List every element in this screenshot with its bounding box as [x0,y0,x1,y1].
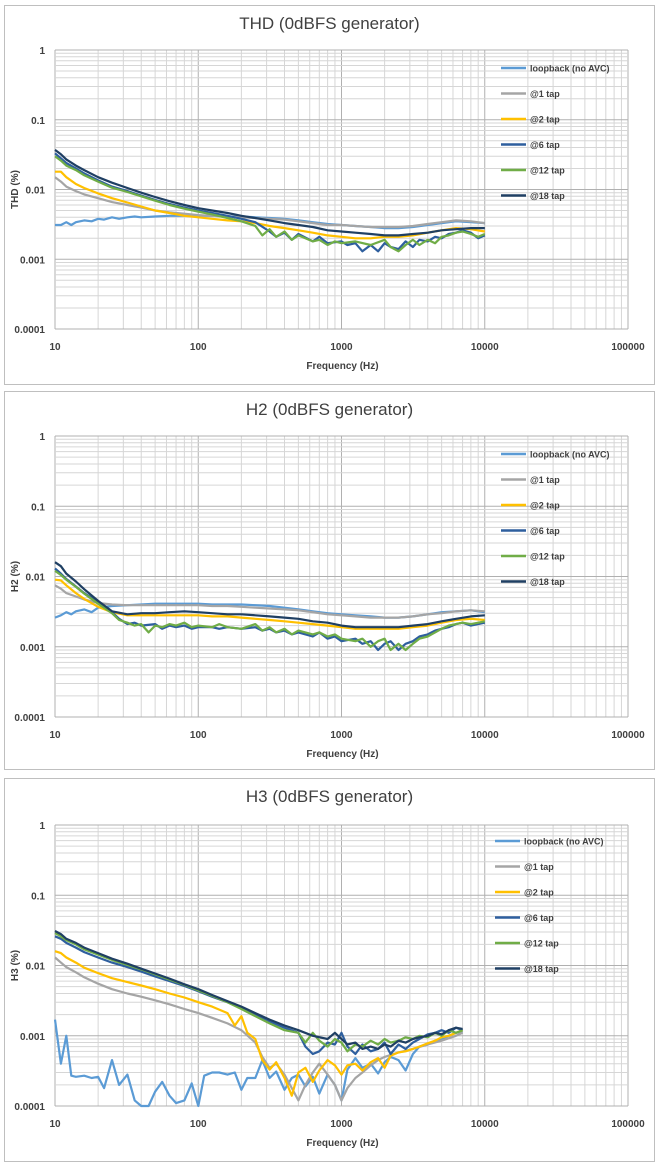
x-tick-label: 100 [190,342,207,353]
x-tick-label: 100 [190,1119,207,1130]
gridlines [54,49,629,330]
series-line-6 [54,561,485,629]
x-axis-title: Frequency (Hz) [306,1138,378,1149]
y-tick-label: 0.1 [31,891,45,902]
series-line-2 [54,956,464,1102]
series-line-5 [54,569,486,652]
x-tick-label: 10 [49,1119,61,1130]
x-axis-title: Frequency (Hz) [306,749,378,760]
thd-plot: 10 100 1000 10000 100000 1 0.1 0.01 0.001 0.0001 F… [10,46,645,372]
legend-label: @2 tap [524,888,554,898]
y-tick-label: 1 [39,821,45,832]
legend-label: @12 tap [524,939,559,949]
series-line-4 [54,152,486,253]
x-tick-label: 10000 [471,342,499,353]
y-tick-label: 1 [39,46,45,57]
series-line-4 [54,567,486,652]
y-tick-label: 1 [39,432,45,443]
x-axis-title: Frequency (Hz) [306,361,378,372]
legend-label: @1 tap [524,862,554,872]
legend: loopback (no AVC) @1 tap @2 tap @6 tap @12 t… [501,64,610,201]
series-line-1 [53,1019,463,1108]
legend-label: @2 tap [530,115,560,125]
x-tick-label: 1000 [330,1119,353,1130]
series-line-3 [54,578,485,630]
x-tick-label: 100 [190,730,207,741]
legend-label: @18 tap [530,577,565,587]
y-tick-label: 0.01 [26,962,46,973]
y-tick-label: 0.1 [31,116,45,127]
x-tick-label: 10000 [471,730,499,741]
chart-title: THD (0dBFS generator) [239,14,420,33]
chart-title: H2 (0dBFS generator) [245,400,414,419]
legend-label: @6 tap [530,526,560,536]
y-tick-label: 0.001 [20,1032,45,1043]
gridlines [54,824,629,1107]
legend-label: loopback (no AVC) [530,64,610,74]
series-line-6 [54,149,485,237]
gridlines [54,435,629,718]
x-tick-label: 100000 [611,730,645,741]
legend-label: @12 tap [530,552,565,562]
y-tick-label: 0.0001 [14,325,45,336]
series-line-5 [54,932,464,1053]
legend: loopback (no AVC) @1 tap @2 tap @6 tap @12 t… [495,837,604,974]
h3-plot: 10 100 1000 10000 100000 1 0.1 0.01 0.001 0.0001 F… [10,821,645,1149]
legend-label: @2 tap [530,501,560,511]
legend-label: @6 tap [524,913,554,923]
series-line-3 [54,950,464,1097]
legend-label: @6 tap [530,140,560,150]
h2-plot: 10 100 1000 10000 100000 1 0.1 0.01 0.001 0.0001 F… [10,432,645,760]
series-line-5 [54,155,486,253]
legend-label: loopback (no AVC) [524,837,604,847]
series-line-6 [54,930,463,1050]
y-axis-title: THD (%) [10,170,21,209]
x-tick-label: 10 [49,730,61,741]
chart-panel-thd: THD (0dBFS generator) 10 100 1000 10000 1000… [4,5,655,385]
legend-label: @12 tap [530,166,565,176]
legend-label: @1 tap [530,89,560,99]
y-tick-label: 0.1 [31,502,45,513]
legend-label: @18 tap [524,964,559,974]
y-tick-label: 0.001 [20,255,45,266]
y-tick-label: 0.001 [20,643,45,654]
y-axis-title: H2 (%) [10,561,21,592]
chart-panel-h3: H3 (0dBFS generator) 10 100 1000 10000 10000… [4,778,655,1162]
y-tick-label: 0.01 [26,186,46,197]
x-tick-label: 1000 [330,342,353,353]
y-tick-label: 0.0001 [14,713,45,724]
legend-label: loopback (no AVC) [530,450,610,460]
x-tick-label: 10000 [471,1119,499,1130]
series-line-4 [54,935,463,1056]
x-tick-label: 100000 [611,1119,645,1130]
legend-label: @18 tap [530,191,565,201]
y-tick-label: 0.0001 [14,1102,45,1113]
x-tick-label: 100000 [611,342,645,353]
chart-title: H3 (0dBFS generator) [245,787,414,806]
x-tick-label: 10 [49,342,61,353]
x-tick-label: 1000 [330,730,353,741]
y-tick-label: 0.01 [26,573,46,584]
y-axis-title: H3 (%) [10,950,21,981]
chart-panel-h2: H2 (0dBFS generator) 10 100 1000 10000 10000… [4,391,655,770]
legend: loopback (no AVC) @1 tap @2 tap @6 tap @12 t… [501,450,610,587]
legend-label: @1 tap [530,475,560,485]
